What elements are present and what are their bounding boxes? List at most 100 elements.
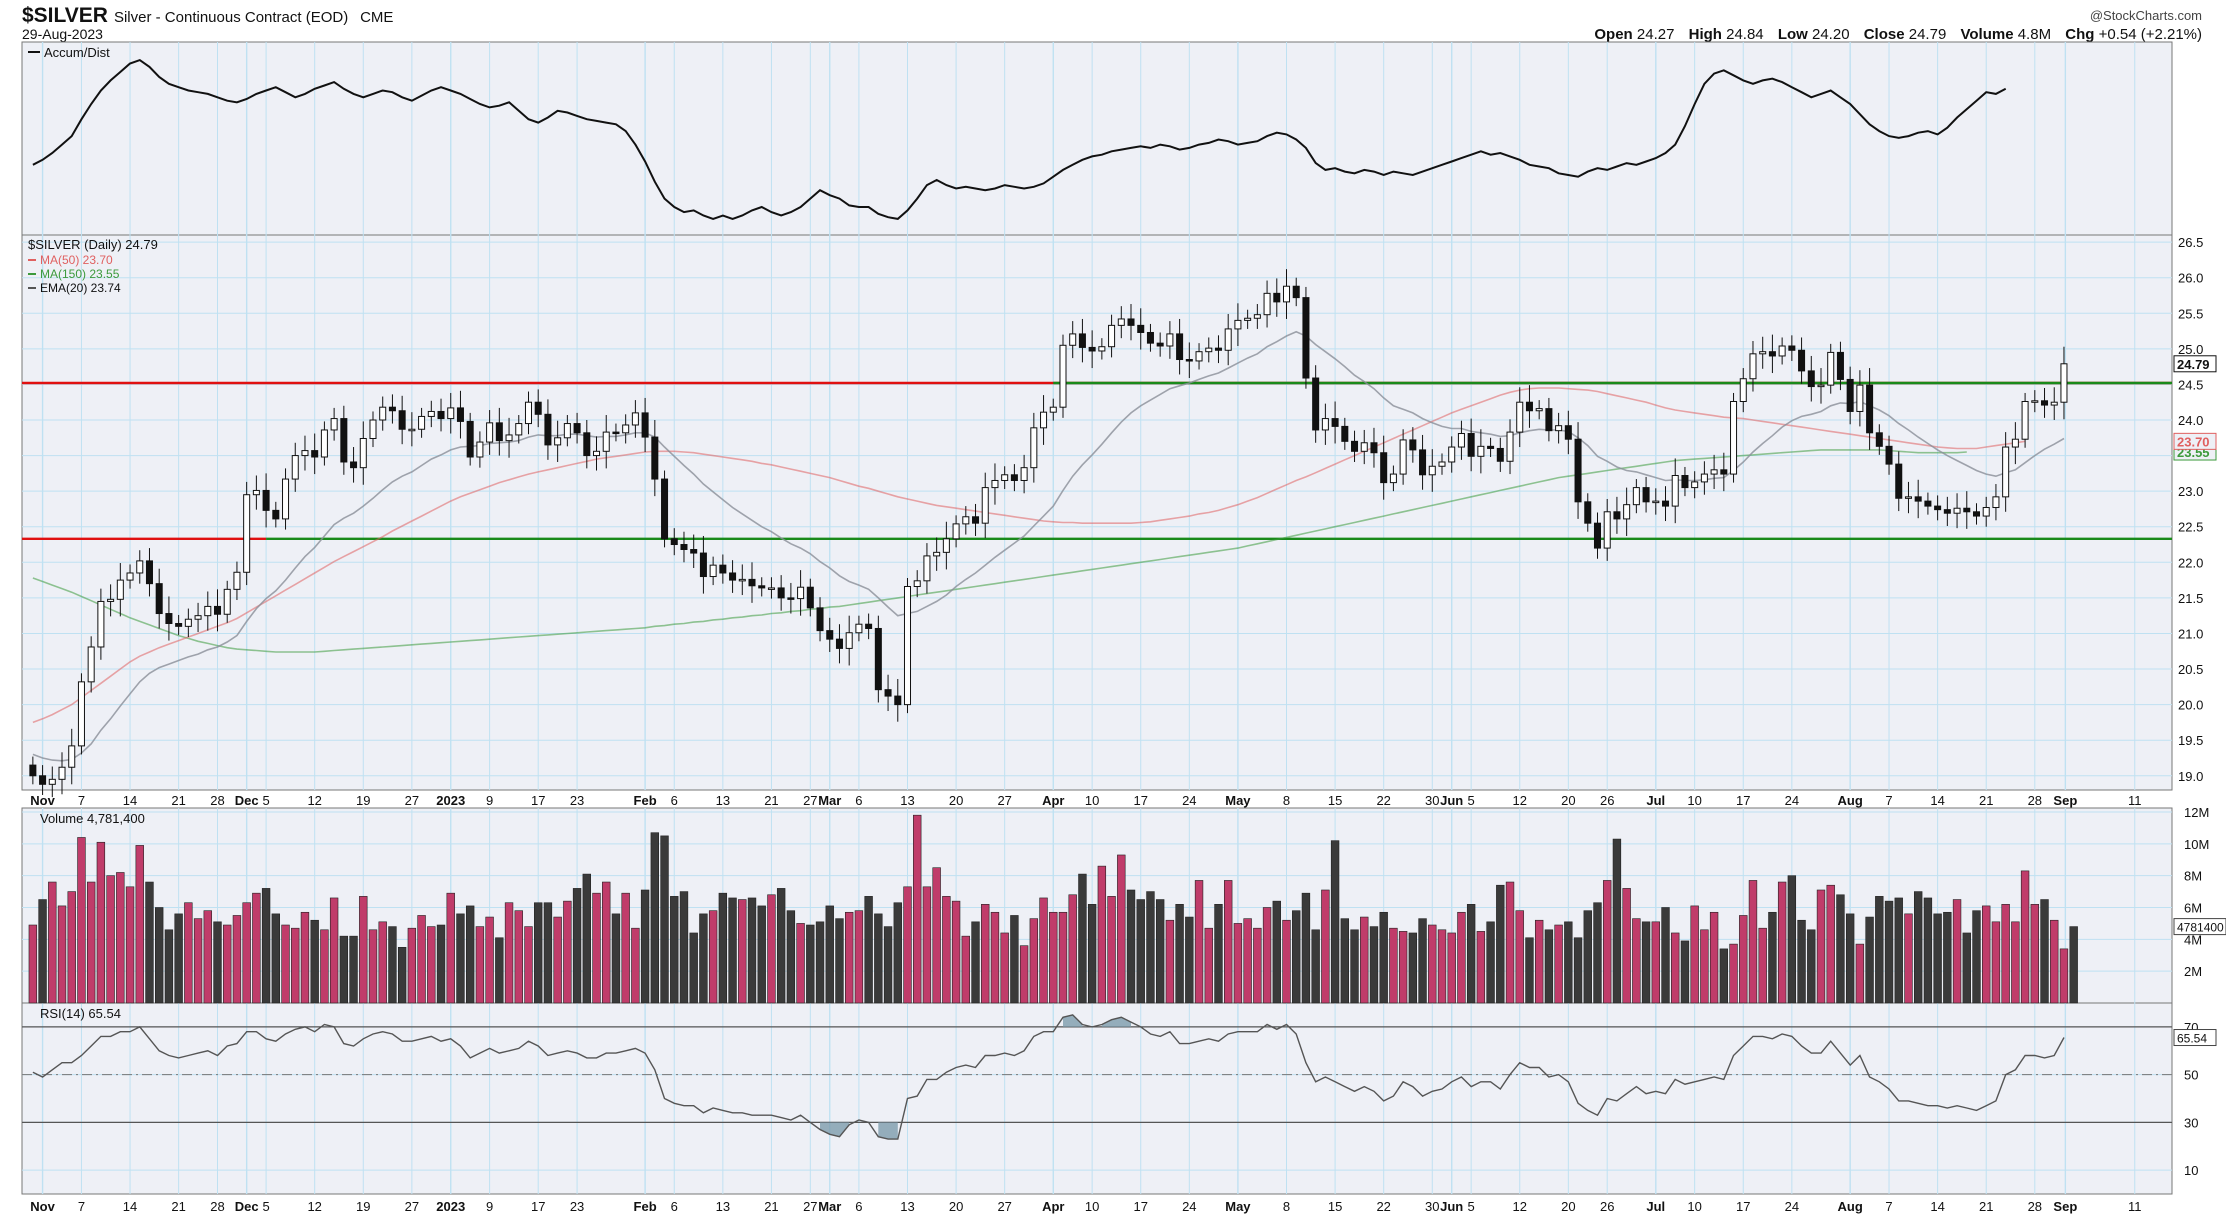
volume-bar bbox=[427, 926, 436, 1004]
candle bbox=[1671, 475, 1679, 507]
volume-bar bbox=[942, 896, 951, 1004]
volume-bar bbox=[2020, 870, 2030, 1004]
x-axis-bottom-label: 22 bbox=[1376, 1199, 1390, 1214]
volume-bar bbox=[1418, 918, 1427, 1004]
candle bbox=[68, 745, 76, 768]
candle bbox=[923, 555, 931, 582]
volume-bar bbox=[990, 911, 1000, 1004]
candle bbox=[1389, 473, 1397, 484]
candle bbox=[690, 549, 698, 554]
x-axis-bottom-label: Feb bbox=[634, 1199, 657, 1214]
pr-panel bbox=[21, 234, 2173, 791]
x-axis-top-label: 14 bbox=[1930, 793, 1944, 808]
volume-bar bbox=[203, 910, 212, 1004]
x-axis-top-label: 27 bbox=[803, 793, 817, 808]
volume-bar bbox=[485, 916, 494, 1004]
volume-bar bbox=[1437, 929, 1447, 1004]
volume-bar bbox=[475, 926, 485, 1004]
candle bbox=[97, 600, 105, 648]
volume-bar bbox=[252, 892, 261, 1004]
price-tick-label: 21.0 bbox=[2178, 626, 2203, 641]
candle bbox=[1875, 432, 1883, 447]
x-axis-top-label: Dec bbox=[235, 793, 259, 808]
x-axis-bottom-label: 24 bbox=[1182, 1199, 1196, 1214]
high-label: High bbox=[1688, 26, 1722, 43]
candle bbox=[1632, 487, 1640, 506]
exchange: CME bbox=[360, 9, 394, 26]
volume-bar bbox=[329, 897, 339, 1004]
volume-bar bbox=[232, 915, 242, 1004]
candle bbox=[330, 418, 338, 431]
volume-bar bbox=[1068, 894, 1077, 1004]
candle bbox=[661, 478, 669, 540]
candle bbox=[1895, 463, 1903, 499]
candle bbox=[1768, 351, 1776, 357]
candle bbox=[534, 401, 542, 415]
volume-bar bbox=[1340, 918, 1350, 1004]
volume-bar bbox=[864, 896, 873, 1004]
volume-bar bbox=[1933, 913, 1942, 1004]
candle bbox=[1030, 427, 1038, 469]
change-value: +0.54 (+2.21%) bbox=[2098, 26, 2202, 43]
candle bbox=[583, 432, 591, 457]
x-axis-top-label: Jun bbox=[1440, 793, 1463, 808]
candle bbox=[729, 572, 737, 581]
candle bbox=[670, 538, 678, 546]
candle bbox=[1564, 425, 1572, 440]
x-axis-top-label: Feb bbox=[634, 793, 657, 808]
volume-bar bbox=[961, 935, 970, 1004]
volume-bar bbox=[1729, 943, 1738, 1004]
candle bbox=[1312, 377, 1320, 431]
volume-bar bbox=[281, 924, 290, 1004]
volume-bar bbox=[86, 881, 96, 1004]
volume-bar bbox=[1350, 929, 1359, 1004]
candle bbox=[437, 410, 445, 420]
candle bbox=[272, 509, 280, 520]
volume-bar bbox=[1748, 880, 1758, 1004]
x-axis-bottom-label: 19 bbox=[356, 1199, 370, 1214]
candle bbox=[1467, 433, 1475, 457]
candle bbox=[758, 585, 766, 589]
x-axis-bottom-label: 27 bbox=[405, 1199, 419, 1214]
volume-bar bbox=[1262, 907, 1272, 1004]
candle bbox=[116, 579, 124, 600]
volume-bar bbox=[407, 927, 417, 1004]
volume-bar bbox=[1583, 910, 1592, 1004]
candle bbox=[952, 523, 960, 540]
volume-bar bbox=[757, 905, 766, 1004]
candle bbox=[1798, 349, 1806, 372]
volume-bar bbox=[77, 837, 86, 1004]
candle bbox=[1399, 439, 1407, 475]
x-axis-top-label: 28 bbox=[2028, 793, 2042, 808]
candle bbox=[1836, 351, 1844, 380]
volume-bar bbox=[1680, 940, 1690, 1004]
candle bbox=[320, 429, 328, 458]
candle bbox=[1972, 511, 1981, 517]
x-axis-bottom-label: 10 bbox=[1085, 1199, 1099, 1214]
volume-bar bbox=[38, 899, 47, 1004]
candle bbox=[1574, 438, 1582, 503]
x-axis-bottom-label: 17 bbox=[1736, 1199, 1750, 1214]
volume-bar bbox=[1243, 918, 1252, 1004]
candle bbox=[262, 489, 270, 511]
candle bbox=[903, 586, 912, 706]
x-axis-bottom-label: 12 bbox=[1513, 1199, 1527, 1214]
candle bbox=[350, 461, 358, 469]
candle bbox=[1273, 292, 1281, 303]
price-tick-label: 22.5 bbox=[2178, 520, 2203, 535]
volume-bar bbox=[1039, 897, 1048, 1004]
volume-bar bbox=[1466, 904, 1476, 1004]
volume-bar bbox=[796, 923, 805, 1004]
volume-bar bbox=[1593, 902, 1602, 1004]
volume-bar bbox=[1894, 897, 1903, 1004]
x-axis-bottom-label: 2023 bbox=[436, 1199, 465, 1214]
volume-bar bbox=[1904, 913, 1913, 1004]
x-axis-top-label: 26 bbox=[1600, 793, 1614, 808]
volume-bar bbox=[1875, 896, 1884, 1004]
volume-bar bbox=[1671, 932, 1680, 1004]
candle bbox=[806, 586, 814, 609]
volume-bar bbox=[1311, 929, 1320, 1004]
x-axis-top-label: Apr bbox=[1042, 793, 1064, 808]
candle bbox=[874, 627, 882, 691]
x-axis-bottom-label: Jul bbox=[1646, 1199, 1665, 1214]
